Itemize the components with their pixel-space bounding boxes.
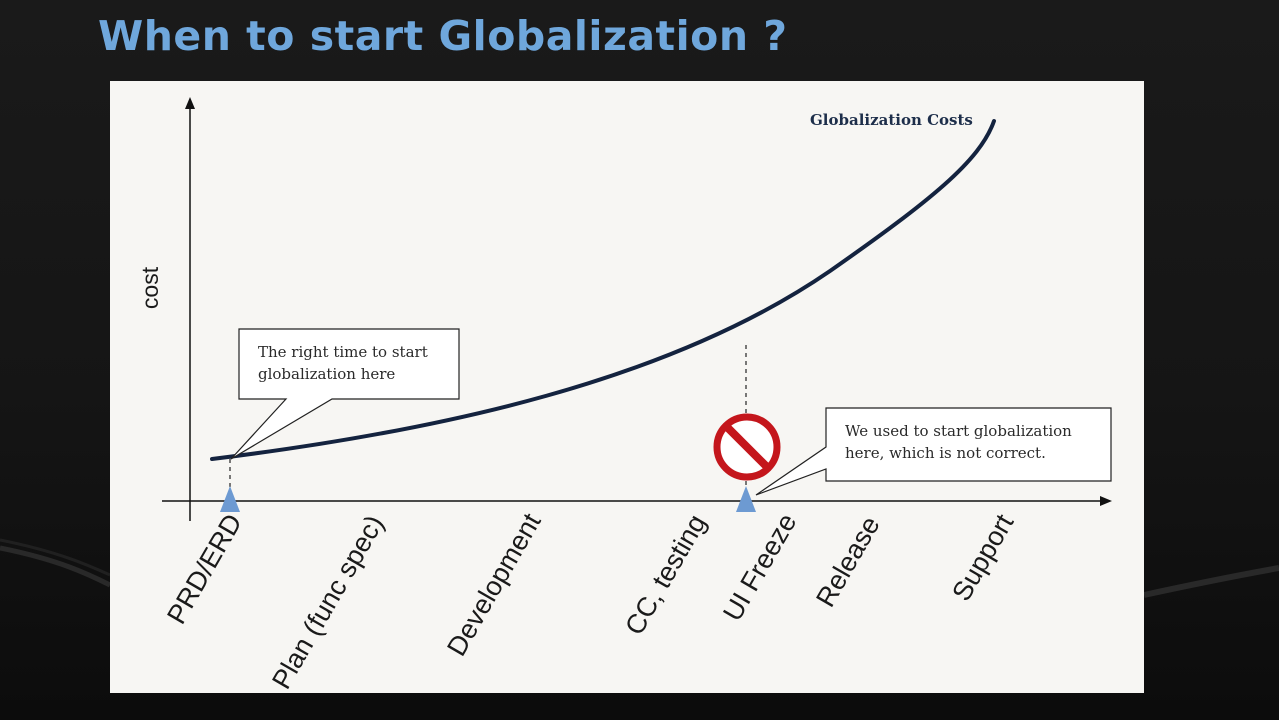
phase-label: Plan (func spec) [266, 510, 390, 693]
diagram-canvas: cost Globalization Costs The right time … [137, 97, 1112, 693]
callout-wrong-time: We used to start globalization here, whi… [755, 407, 1112, 496]
no-entry-icon [713, 413, 781, 481]
y-axis-label: cost [137, 266, 163, 309]
slide-title: When to start Globalization ? [98, 12, 788, 60]
cost-curve [210, 119, 996, 461]
x-axis-arrow-icon [1100, 496, 1112, 506]
callout-wrong-time-line2: here, which is not correct. [845, 444, 1046, 462]
callout-right-time-line1: The right time to start [258, 343, 428, 361]
curve-label: Globalization Costs [810, 111, 973, 129]
phase-label: UI Freeze [717, 508, 802, 626]
phase-label: Support [946, 509, 1020, 606]
phase-label: CC, testing [619, 509, 712, 640]
callout-wrong-time-line1: We used to start globalization [845, 422, 1072, 440]
phase-label: PRD/ERD [161, 509, 248, 629]
y-axis-arrow-icon [185, 97, 195, 109]
triangle-marker-icon [220, 486, 240, 512]
phase-label: Development [441, 508, 547, 661]
cost-diagram: cost Globalization Costs The right time … [110, 81, 1144, 693]
callout-right-time: The right time to start globalization he… [230, 328, 460, 460]
triangle-marker-icon [736, 486, 756, 512]
phase-label: Release [810, 511, 886, 612]
callout-right-time-line2: globalization here [258, 365, 395, 383]
